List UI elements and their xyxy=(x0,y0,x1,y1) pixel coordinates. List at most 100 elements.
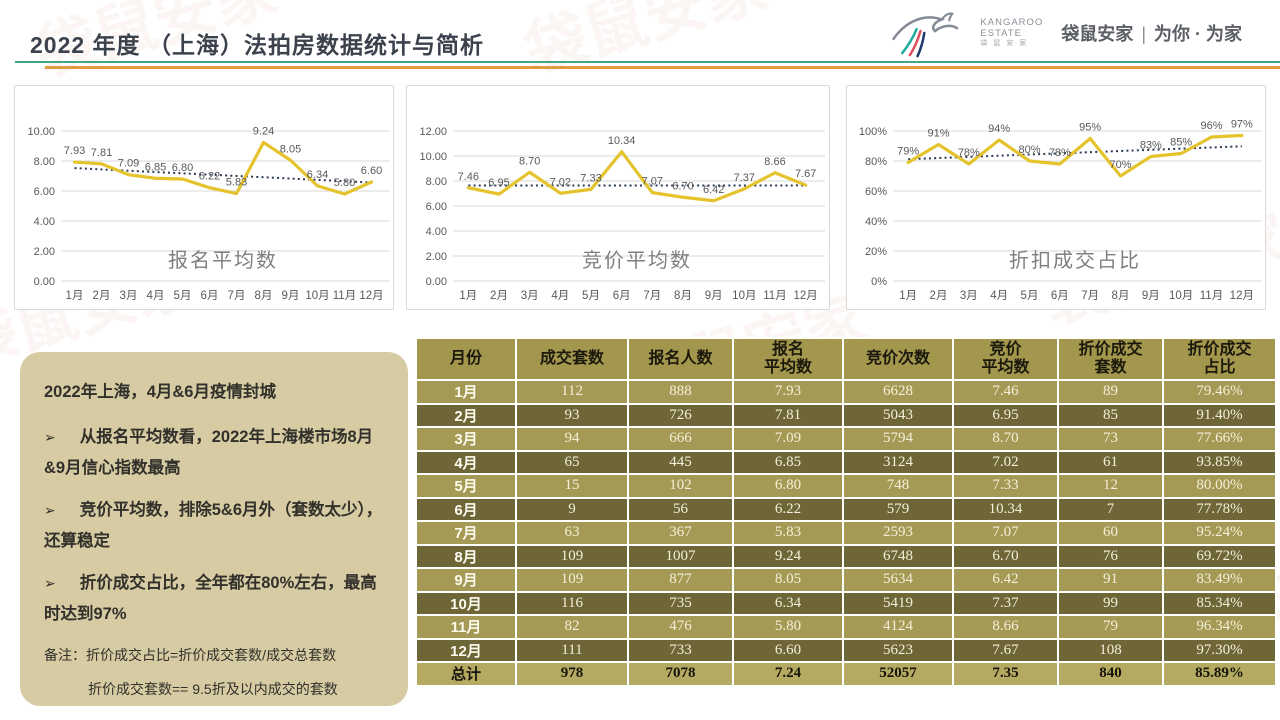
data-label: 5.80 xyxy=(334,177,355,189)
table-row: 12月 111 733 6.60 5623 7.67 108 97.30% xyxy=(415,637,1277,663)
data-label: 7.93 xyxy=(64,145,85,157)
y-axis-tick: 6.00 xyxy=(34,186,55,198)
x-axis-tick: 2月 xyxy=(490,290,508,302)
y-axis-tick: 10.00 xyxy=(27,126,55,138)
value-cell: 5419 xyxy=(842,590,954,616)
data-label: 5.83 xyxy=(226,177,247,189)
value-cell: 73 xyxy=(1057,426,1164,452)
x-axis-tick: 2月 xyxy=(93,290,111,302)
value-cell: 99 xyxy=(1057,590,1164,616)
note-bullets: ➢ 从报名平均数看，2022年上海楼市场8月&9月信心指数最高 ➢ 竞价平均数，排除5… xyxy=(44,422,384,629)
column-header: 竞价次数 xyxy=(842,337,954,381)
value-cell: 80.00% xyxy=(1162,473,1277,499)
data-table: 月份 成交套数 报名人数 报名 平均数 竞价次数 竞价 平均数 折价成交 套数 折价成交 占比… xyxy=(415,337,1277,687)
data-label: 6.60 xyxy=(361,165,382,177)
bullet-arrow-icon: ➢ xyxy=(44,502,56,519)
data-label: 70% xyxy=(1109,159,1131,171)
chart-title: 竞价平均数 xyxy=(582,249,692,272)
value-cell: 15 xyxy=(515,473,629,499)
value-cell: 83.49% xyxy=(1162,567,1277,593)
value-cell: 97.30% xyxy=(1162,637,1277,663)
note-remark-2: 折价成交套数== 9.5折及以内成交的套数 xyxy=(88,681,338,698)
header-rule-orange xyxy=(45,66,1280,69)
table-row: 1月 112 888 7.93 6628 7.46 89 79.46% xyxy=(415,379,1277,405)
x-axis-tick: 11月 xyxy=(763,290,786,302)
y-axis-tick: 4.00 xyxy=(34,216,55,228)
data-label: 6.22 xyxy=(199,171,220,183)
table-row: 11月 82 476 5.80 4124 8.66 79 96.34% xyxy=(415,614,1277,640)
x-axis-labels: 1月 2月 3月 4月 5月 6月 7月 8月 9月 10月 11月 12月 xyxy=(899,290,1254,302)
table-row: 2月 93 726 7.81 5043 6.95 85 91.40% xyxy=(415,402,1277,428)
line-chart-svg: 0%20%40%60%80%100%1月 2月 3月 4月 5月 6月 7月 8月 9月 10月 1… xyxy=(859,119,1261,302)
data-label: 7.46 xyxy=(458,171,479,183)
value-cell: 108 xyxy=(1057,637,1164,663)
x-axis-tick: 11月 xyxy=(333,290,356,302)
month-cell: 3月 xyxy=(415,426,517,452)
x-axis-tick: 6月 xyxy=(613,290,631,302)
column-header: 折价成交 套数 xyxy=(1057,337,1164,381)
data-label: 9.24 xyxy=(253,125,274,137)
value-cell: 9.24 xyxy=(732,543,844,569)
y-axis-tick: 100% xyxy=(859,126,887,138)
value-cell: 733 xyxy=(627,637,734,663)
value-cell: 6.70 xyxy=(952,543,1059,569)
value-cell: 1007 xyxy=(627,543,734,569)
data-line xyxy=(906,133,1244,178)
month-cell: 9月 xyxy=(415,567,517,593)
column-header: 成交套数 xyxy=(515,337,629,381)
value-cell: 5043 xyxy=(842,402,954,428)
value-cell: 5.80 xyxy=(732,614,844,640)
value-cell: 85 xyxy=(1057,402,1164,428)
value-cell: 79 xyxy=(1057,614,1164,640)
value-cell: 7.67 xyxy=(952,637,1059,663)
brand-tagline: 袋鼠安家 | 为你 · 为家 xyxy=(1061,20,1242,46)
value-cell: 6.34 xyxy=(732,590,844,616)
value-cell: 102 xyxy=(627,473,734,499)
brand-en-line2: ESTATE xyxy=(980,27,1022,39)
table-row: 9月 109 877 8.05 5634 6.42 91 83.49% xyxy=(415,567,1277,593)
table-row: 总计 978 7078 7.24 52057 7.35 840 85.89% xyxy=(415,661,1277,687)
data-line xyxy=(72,140,374,196)
value-cell: 63 xyxy=(515,520,629,546)
value-cell: 12 xyxy=(1057,473,1164,499)
value-cell: 877 xyxy=(627,567,734,593)
value-cell: 666 xyxy=(627,426,734,452)
data-label: 85% xyxy=(1170,137,1192,149)
value-cell: 7.46 xyxy=(952,379,1059,405)
table-row: 3月 94 666 7.09 5794 8.70 73 77.66% xyxy=(415,426,1277,452)
value-cell: 6.85 xyxy=(732,449,844,475)
value-cell: 978 xyxy=(515,661,629,687)
value-cell: 445 xyxy=(627,449,734,475)
value-cell: 65 xyxy=(515,449,629,475)
y-axis-tick: 0.00 xyxy=(34,276,55,288)
notes-headline: 2022年上海，4月&6月疫情封城 xyxy=(44,383,276,401)
note-remark-1: 备注：折价成交占比=折价成交套数/成交总套数 xyxy=(44,647,337,664)
table-row: 10月 116 735 6.34 5419 7.37 99 85.34% xyxy=(415,590,1277,616)
y-axis-tick: 4.00 xyxy=(426,226,447,238)
y-axis-tick: 12.00 xyxy=(419,126,447,138)
value-cell: 735 xyxy=(627,590,734,616)
data-label: 7.07 xyxy=(642,176,663,188)
x-axis-tick: 6月 xyxy=(1051,290,1069,302)
value-cell: 112 xyxy=(515,379,629,405)
month-cell: 6月 xyxy=(415,496,517,522)
value-cell: 109 xyxy=(515,567,629,593)
x-axis-tick: 7月 xyxy=(1081,290,1099,302)
x-axis-tick: 1月 xyxy=(66,290,84,302)
value-cell: 69.72% xyxy=(1162,543,1277,569)
x-axis-tick: 5月 xyxy=(1021,290,1039,302)
value-cell: 93 xyxy=(515,402,629,428)
data-labels: 79% 91% 78% 94% 80% 78% 95% 70% 83% 85% 96% 97% xyxy=(897,119,1253,172)
data-label: 7.81 xyxy=(91,147,112,159)
data-line xyxy=(466,150,808,203)
value-cell: 6.22 xyxy=(732,496,844,522)
month-cell: 11月 xyxy=(415,614,517,640)
x-axis-tick: 12月 xyxy=(359,290,383,302)
month-cell: 12月 xyxy=(415,637,517,663)
data-label: 8.66 xyxy=(764,156,785,168)
x-axis-tick: 5月 xyxy=(174,290,192,302)
value-cell: 7.37 xyxy=(952,590,1059,616)
value-cell: 3124 xyxy=(842,449,954,475)
x-axis-tick: 9月 xyxy=(1142,290,1160,302)
